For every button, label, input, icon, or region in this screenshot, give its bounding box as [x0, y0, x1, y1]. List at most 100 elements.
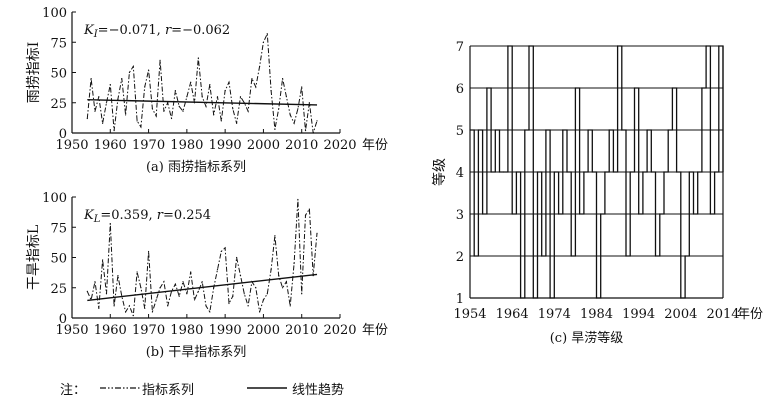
- index-point: [278, 108, 280, 110]
- grade-point: [642, 171, 644, 173]
- x-tick-label: 2000: [247, 138, 280, 153]
- x-tick-label: 1950: [55, 138, 88, 153]
- index-point: [316, 232, 318, 234]
- grade-point: [688, 171, 690, 173]
- index-point: [170, 117, 173, 120]
- index-point: [243, 293, 245, 295]
- y-tick-label: 1: [456, 292, 464, 307]
- index-point: [109, 223, 111, 225]
- index-point: [308, 102, 310, 104]
- index-point: [136, 120, 138, 122]
- y-tick-label: 7: [456, 40, 464, 55]
- y-tick-label: 50: [50, 67, 67, 82]
- index-point: [262, 41, 265, 43]
- grade-point: [600, 213, 602, 215]
- panel-caption: (c) 旱涝等级: [550, 330, 624, 346]
- grade-point: [498, 171, 501, 173]
- index-point: [216, 96, 219, 98]
- index-point: [155, 299, 157, 301]
- index-point: [125, 311, 127, 313]
- index-point: [201, 96, 203, 98]
- index-point: [255, 86, 257, 88]
- trend-line: [87, 273, 318, 302]
- index-point: [270, 269, 272, 271]
- index-point: [266, 293, 268, 295]
- stats-annotation: KI=−0.071, r=−0.062: [83, 23, 230, 40]
- grade-point: [486, 87, 488, 89]
- index-point: [132, 65, 134, 68]
- x-tick-label: 1960: [94, 323, 127, 338]
- grade-point: [612, 171, 614, 173]
- index-point: [186, 293, 188, 295]
- index-point: [312, 132, 314, 134]
- grade-point: [595, 297, 598, 299]
- index-point: [301, 293, 303, 295]
- y-tick-label: 5: [456, 124, 464, 139]
- y-tick-label: 0: [59, 127, 67, 142]
- x-axis-title: 年份: [737, 307, 763, 322]
- index-point: [136, 271, 138, 273]
- index-point: [247, 110, 249, 112]
- grade-point: [507, 45, 509, 47]
- grade-point: [650, 171, 652, 173]
- x-tick-label: 1970: [132, 138, 165, 153]
- grade-point: [663, 171, 665, 173]
- panel-a: 0 25 50 75 100 1950 1960 1970 1980 1990 2000 2010 20…: [26, 6, 388, 175]
- index-point: [278, 275, 280, 277]
- grade-point: [553, 171, 555, 173]
- grade-point: [566, 171, 568, 173]
- index-point: [247, 305, 249, 307]
- y-axis-title: 雨捞指标I: [26, 42, 42, 104]
- legend-note: 注： 指标系列 线性趋势: [60, 382, 344, 398]
- index-series-line: [86, 33, 318, 134]
- grade-point: [705, 45, 707, 47]
- index-point: [304, 214, 307, 216]
- x-axis-title: 年份: [362, 323, 388, 338]
- index-point: [316, 120, 318, 122]
- index-point: [239, 275, 242, 277]
- index-point: [281, 77, 284, 80]
- grade-point: [477, 129, 480, 131]
- index-point: [228, 81, 230, 83]
- y-tick-label: 100: [42, 6, 67, 21]
- x-tick-label: 2014: [706, 307, 739, 322]
- index-point: [121, 77, 123, 80]
- grade-point: [490, 171, 492, 173]
- index-point: [205, 305, 207, 307]
- index-point: [201, 281, 203, 283]
- index-point: [209, 84, 211, 86]
- x-tick-label: 2020: [323, 138, 356, 153]
- index-point: [94, 110, 96, 112]
- index-point: [155, 115, 157, 117]
- index-point: [259, 311, 261, 313]
- x-tick-label: 2004: [664, 307, 697, 322]
- grade-point: [520, 297, 522, 299]
- legend-trend-label: 线性趋势: [292, 382, 344, 398]
- stats-annotation: KL=0.359, r=0.254: [83, 208, 211, 225]
- index-point: [128, 305, 131, 307]
- index-point: [197, 57, 199, 59]
- index-point: [285, 96, 287, 98]
- index-point: [213, 287, 215, 289]
- x-tick-label: 1994: [622, 307, 655, 322]
- index-point: [86, 117, 88, 120]
- index-point: [167, 305, 169, 307]
- index-point: [132, 314, 134, 317]
- index-point: [140, 126, 142, 128]
- index-point: [98, 307, 100, 309]
- index-point: [109, 84, 111, 86]
- y-tick-label: 25: [50, 97, 67, 112]
- y-axis-title: 干旱指标L: [26, 225, 42, 290]
- grade-point: [638, 213, 640, 215]
- grade-point: [697, 171, 699, 173]
- index-point: [113, 129, 115, 132]
- index-point: [174, 283, 176, 285]
- index-point: [220, 250, 222, 253]
- y-tick-label: 6: [456, 82, 464, 97]
- index-point: [105, 293, 108, 295]
- panel-b: 0 25 50 75 100 1950 1960 1970 1980 1990 2000 2010 20…: [26, 191, 388, 360]
- y-tick-label: 4: [456, 166, 464, 181]
- grade-point: [503, 171, 505, 173]
- x-tick-label: 1950: [55, 323, 88, 338]
- panel-caption: (b) 干旱指标系列: [146, 345, 247, 360]
